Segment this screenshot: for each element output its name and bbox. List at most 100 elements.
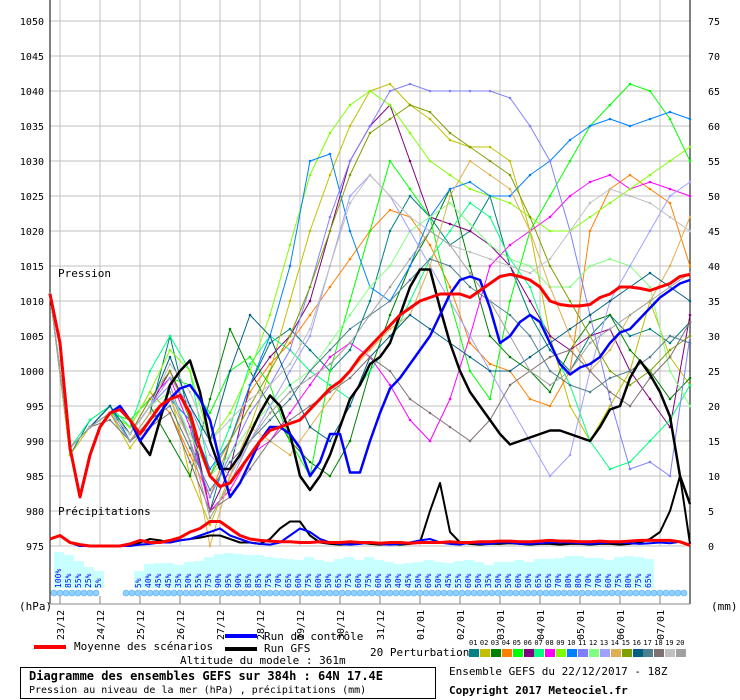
snow-band-icon — [476, 589, 484, 597]
perturbation-14-point — [288, 453, 292, 457]
snow-band-icon — [572, 589, 580, 597]
perturbation-20-point — [628, 313, 632, 317]
perturbation-13-point — [208, 453, 212, 457]
perturbation-19-point — [128, 432, 132, 436]
perturbation-legend-number: 10 — [567, 639, 576, 647]
perturbation-04-point — [188, 453, 192, 457]
precip-probability-label: 90% — [214, 554, 224, 588]
snow-band-icon — [386, 589, 394, 597]
snow-band-icon — [314, 589, 322, 597]
perturbation-09-point — [368, 89, 372, 93]
perturbation-11-point — [388, 89, 392, 93]
y2-tick-label: 20 — [708, 402, 720, 413]
perturbation-01-point — [288, 327, 292, 331]
perturbation-05-pressure-line — [49, 83, 691, 477]
snow-band-icon — [158, 589, 166, 597]
perturbation-18-point — [568, 348, 572, 352]
chart-title: Diagramme des ensembles GEFS sur 384h : … — [29, 669, 384, 683]
perturbation-05-point — [508, 299, 512, 303]
perturbation-legend-swatch — [621, 649, 632, 657]
precip-probability-label: 50% — [324, 562, 334, 588]
snow-band-icon — [584, 589, 592, 597]
perturbation-15-point — [548, 264, 552, 268]
precip-probability-label: 90% — [234, 554, 244, 588]
precip-probability-label: 50% — [434, 562, 444, 588]
perturbation-02-point — [488, 145, 492, 149]
y-tick-label: 980 — [26, 507, 44, 518]
perturbation-09-point — [188, 369, 192, 373]
perturbation-18-point — [368, 355, 372, 359]
snow-band-icon — [524, 589, 532, 597]
perturbation-05-point — [388, 159, 392, 163]
perturbation-03-point — [348, 439, 352, 443]
perturbation-12-point — [388, 264, 392, 268]
perturbation-11-point — [508, 96, 512, 100]
precip-probability-label: 5% — [94, 571, 104, 588]
perturbation-13-point — [468, 334, 472, 338]
snow-band-icon — [464, 589, 472, 597]
control-legend-label: Run de contrôle — [264, 630, 364, 643]
perturbation-15-point — [168, 369, 172, 373]
perturbation-legend-swatch — [523, 649, 534, 657]
snow-band-icon — [500, 589, 508, 597]
perturbation-06-point — [548, 334, 552, 338]
perturbation-legend-swatch — [567, 649, 578, 657]
perturbation-04-point — [528, 397, 532, 401]
perturbation-legend-swatch — [490, 649, 501, 657]
perturbation-16-point — [388, 334, 392, 338]
perturbation-03-point — [168, 439, 172, 443]
perturbation-08-point — [588, 180, 592, 184]
precip-probability-label: 35% — [174, 565, 184, 588]
perturbation-03-point — [628, 348, 632, 352]
perturbation-16-point — [308, 425, 312, 429]
y-tick-label: 1020 — [20, 227, 44, 238]
precip-probability-label: 60% — [374, 560, 384, 588]
perturbation-19-point — [288, 362, 292, 366]
snow-band-icon — [302, 589, 310, 597]
perturbation-01-point — [628, 334, 632, 338]
snow-band-icon — [140, 589, 148, 597]
snow-band-icon — [152, 589, 160, 597]
perturbation-12-point — [668, 369, 672, 373]
perturbation-09-point — [468, 187, 472, 191]
snow-band-icon — [446, 589, 454, 597]
perturbation-legend-number: 11 — [578, 639, 587, 647]
perturbation-legend-swatch — [610, 649, 621, 657]
perturbation-02-point — [448, 138, 452, 142]
precip-probability-label: 75% — [344, 557, 354, 588]
perturbation-05-point — [688, 159, 692, 163]
y2-tick-label: 25 — [708, 367, 720, 378]
perturbation-11-point — [208, 495, 212, 499]
perturbation-04-point — [348, 257, 352, 261]
copyright: Copyright 2017 Meteociel.fr — [449, 684, 628, 697]
snow-band-icon — [422, 589, 430, 597]
perturbation-10-point — [468, 180, 472, 184]
snow-band-icon — [188, 589, 196, 597]
precip-probability-label: 75% — [634, 557, 644, 588]
perturbation-12-point — [568, 285, 572, 289]
precip-probability-label: 60% — [294, 560, 304, 588]
perturbation-legend-number: 02 — [479, 639, 489, 647]
gfs-legend-label: Run GFS — [264, 642, 311, 655]
perturbation-15-point — [348, 173, 352, 177]
left-axis-unit: (hPa) — [19, 600, 53, 613]
perturbation-17-point — [288, 397, 292, 401]
snow-band-icon — [56, 589, 64, 597]
snow-band-icon — [182, 589, 190, 597]
perturbation-20-point — [468, 271, 472, 275]
snow-band-icon — [542, 589, 550, 597]
perturbation-08-point — [408, 418, 412, 422]
snow-band-icon — [632, 589, 640, 597]
snow-band-icon — [338, 589, 346, 597]
perturbation-14-point — [568, 334, 572, 338]
snow-band-icon — [578, 589, 586, 597]
perturbation-07-point — [248, 362, 252, 366]
perturbation-06-point — [448, 222, 452, 226]
perturbation-20-point — [488, 299, 492, 303]
perturbation-17-point — [688, 341, 692, 345]
perturbation-10-point — [648, 117, 652, 121]
gfs-legend-swatch — [225, 647, 257, 651]
perturbation-10-point — [488, 194, 492, 198]
